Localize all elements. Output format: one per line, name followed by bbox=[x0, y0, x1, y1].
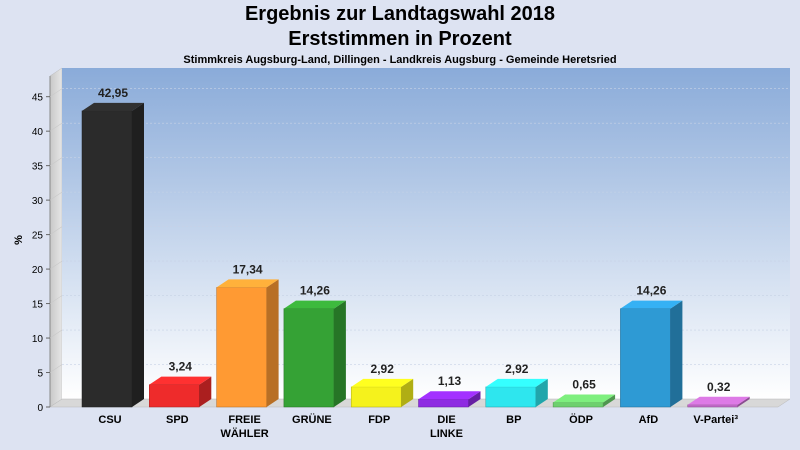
y-tick-label: 15 bbox=[32, 300, 44, 311]
y-tick-label: 5 bbox=[37, 369, 43, 380]
data-label: 0,32 bbox=[707, 380, 731, 394]
x-tick-label: FREIE WÄHLER bbox=[220, 414, 268, 440]
bar bbox=[149, 376, 212, 408]
y-tick-label: 30 bbox=[32, 196, 44, 207]
chart-subtitle: Stimmkreis Augsburg-Land, Dillingen - La… bbox=[183, 54, 617, 66]
data-label: 1,13 bbox=[438, 374, 462, 388]
bar bbox=[216, 279, 279, 408]
data-label: 17,34 bbox=[233, 262, 263, 276]
y-axis-label: % bbox=[13, 235, 25, 245]
x-tick-label: GRÜNE bbox=[292, 413, 332, 426]
data-label: 0,65 bbox=[572, 378, 596, 392]
x-tick-label: BP bbox=[506, 414, 521, 426]
x-tick-label: V-Partei³ bbox=[693, 414, 738, 426]
y-tick-label: 0 bbox=[37, 403, 43, 414]
chart-title-2: Erststimmen in Prozent bbox=[288, 28, 512, 50]
data-label: 2,92 bbox=[371, 362, 395, 376]
bar bbox=[620, 300, 683, 408]
bar bbox=[687, 396, 750, 408]
bar bbox=[485, 378, 548, 408]
x-tick-label: CSU bbox=[98, 414, 121, 426]
bar bbox=[552, 394, 616, 408]
data-label: 42,95 bbox=[98, 86, 128, 100]
y-tick-label: 10 bbox=[32, 334, 44, 345]
chart-title: Ergebnis zur Landtagswahl 2018 bbox=[244, 3, 556, 25]
bar bbox=[350, 378, 414, 408]
y-tick-label: 25 bbox=[32, 231, 44, 242]
data-label: 14,26 bbox=[636, 284, 666, 298]
data-label: 14,26 bbox=[300, 284, 330, 298]
bar bbox=[81, 102, 144, 408]
y-tick-label: 20 bbox=[32, 265, 44, 276]
x-tick-label: DIE LINKE bbox=[430, 414, 463, 440]
x-tick-label: AfD bbox=[639, 414, 659, 426]
x-tick-label: ÖDP bbox=[569, 413, 593, 426]
bar bbox=[418, 391, 481, 408]
data-label: 3,24 bbox=[169, 360, 193, 374]
y-tick-label: 35 bbox=[32, 162, 44, 173]
data-label: 2,92 bbox=[505, 362, 529, 376]
bar bbox=[283, 300, 346, 408]
x-tick-label: SPD bbox=[166, 414, 189, 426]
y-tick-label: 40 bbox=[32, 127, 44, 138]
y-tick-label: 45 bbox=[32, 93, 44, 104]
x-tick-label: FDP bbox=[368, 414, 390, 426]
